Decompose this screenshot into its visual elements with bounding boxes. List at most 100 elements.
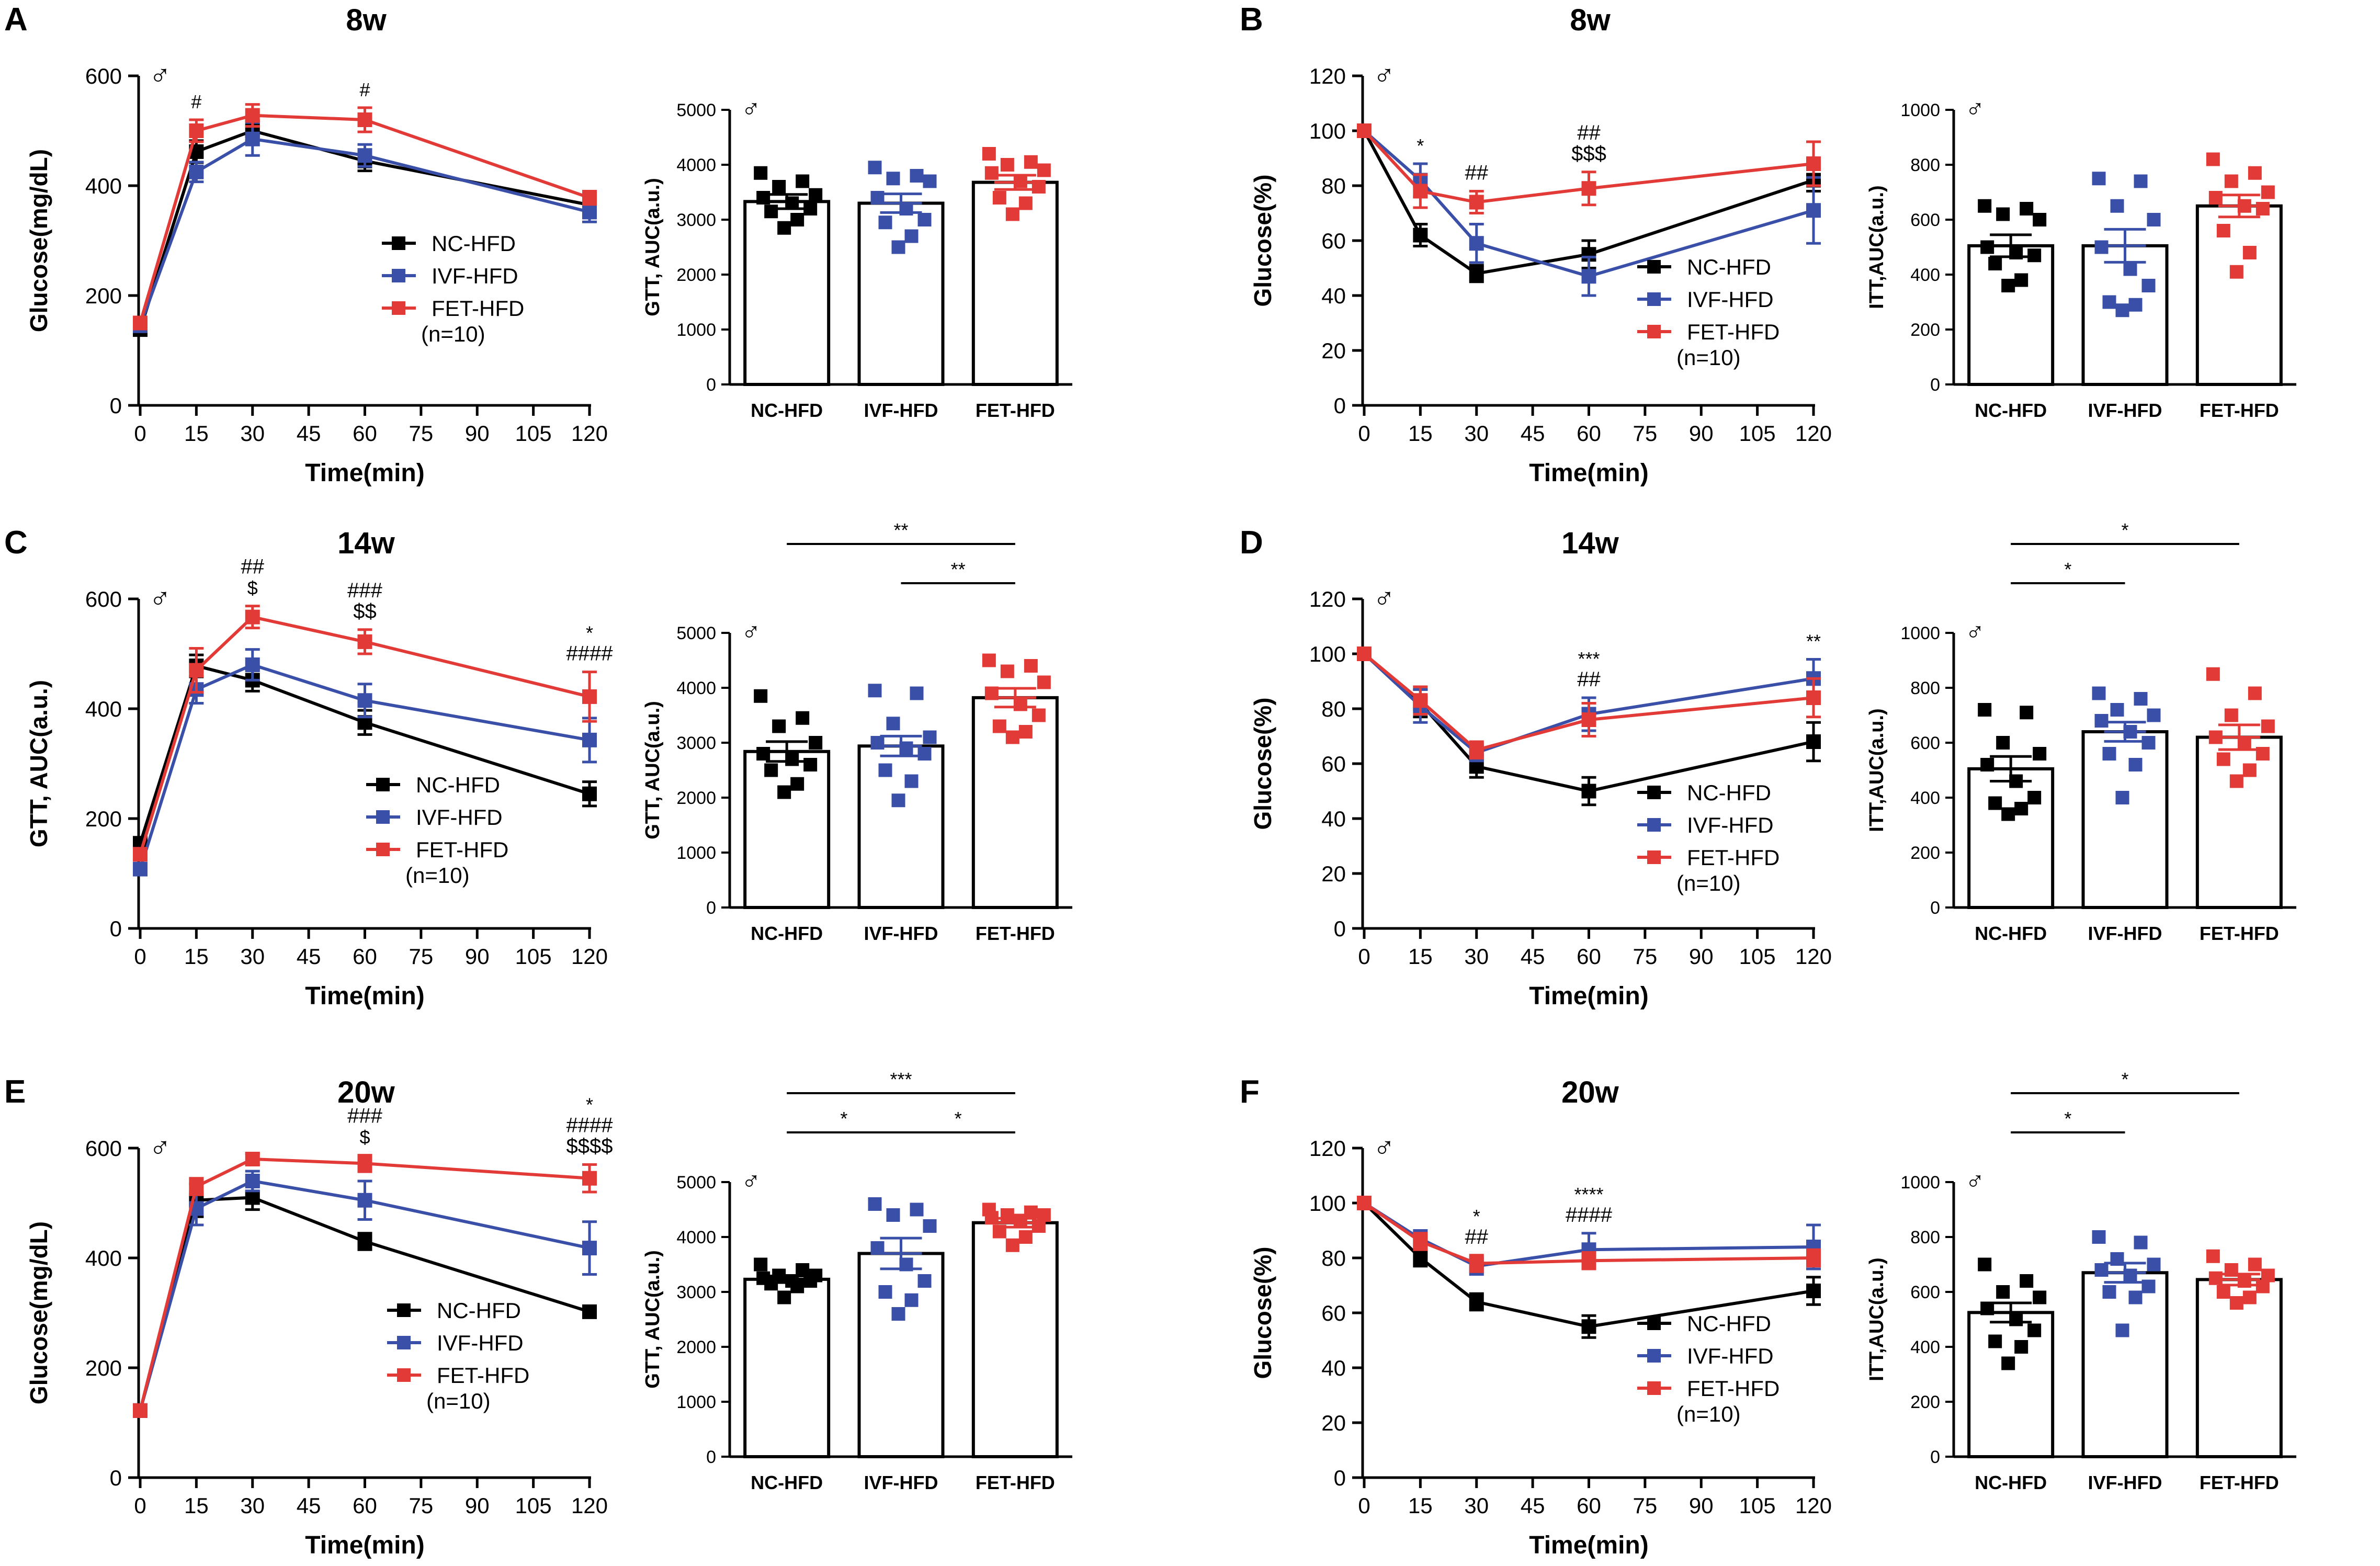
data-point: [1988, 1334, 2002, 1348]
male-symbol: ♂: [1373, 582, 1395, 615]
bar-group-IVF-HFD: [2081, 1230, 2169, 1458]
y-axis-label: Glucose(mg/dL): [25, 149, 52, 332]
data-point: [2261, 185, 2275, 199]
bar: [857, 201, 945, 386]
data-point: [357, 148, 372, 163]
x-category-label: FET-HFD: [976, 1472, 1055, 1493]
y-tick-label: 800: [1910, 1228, 1940, 1247]
significance-mark: #: [191, 91, 201, 112]
x-tick-label: 90: [465, 1493, 490, 1518]
data-point: [1978, 1257, 1992, 1272]
data-point: [2033, 213, 2047, 226]
data-point: [1413, 1251, 1428, 1265]
bar-group-IVF-HFD: [857, 1197, 945, 1458]
legend-label: NC-HFD: [1687, 1311, 1771, 1336]
panel-letter: D: [1240, 525, 1263, 561]
x-tick-label: 30: [240, 944, 265, 969]
data-point: [1018, 1230, 1033, 1244]
data-point: [582, 1304, 597, 1319]
bar-group-FET-HFD: [971, 653, 1059, 910]
data-point: [1978, 199, 1992, 213]
data-point: [1996, 1285, 2010, 1299]
x-category-label: IVF-HFD: [864, 923, 938, 944]
line-chart-D: 0 20 40 60 80 100 120 0 15 30 45 60 75 90 105 120 Time(m…: [1249, 582, 1832, 1010]
bar: [743, 750, 831, 910]
data-point: [2248, 166, 2262, 180]
data-point: [2001, 1356, 2015, 1370]
bar-group-NC-HFD: [743, 689, 831, 910]
x-tick-label: 75: [409, 421, 434, 446]
x-tick-label: 90: [1689, 1493, 1714, 1518]
x-category-label: NC-HFD: [751, 1472, 823, 1493]
x-tick-label: 15: [1408, 421, 1433, 446]
x-tick-label: 90: [1689, 421, 1714, 446]
data-point: [1806, 1251, 1821, 1265]
data-point: [1357, 1196, 1372, 1210]
y-tick-label: 800: [1910, 155, 1940, 175]
y-tick-label: 400: [85, 1246, 122, 1270]
significance-mark: $: [359, 1127, 370, 1148]
male-symbol: ♂: [1965, 617, 1985, 646]
x-category-label: NC-HFD: [1975, 923, 2047, 944]
x-category-label: FET-HFD: [2200, 400, 2279, 421]
significance-mark: $$$$: [566, 1135, 613, 1158]
bar: [857, 744, 945, 910]
data-point: [2094, 714, 2109, 728]
y-tick-label: 0: [1930, 375, 1940, 395]
significance-mark: **: [1806, 631, 1821, 652]
data-point: [2216, 224, 2230, 237]
x-category-label: FET-HFD: [2200, 1472, 2279, 1493]
y-tick-label: 0: [110, 393, 122, 418]
legend-n: (n=10): [1676, 345, 1741, 370]
y-tick-label: 40: [1321, 807, 1346, 831]
male-symbol: ♂: [741, 94, 761, 123]
x-tick-label: 30: [240, 421, 265, 446]
male-symbol: ♂: [741, 617, 761, 646]
legend-label: FET-HFD: [437, 1363, 529, 1388]
y-tick-label: 1000: [1900, 623, 1940, 643]
x-tick-label: 15: [184, 1493, 209, 1518]
data-point: [2128, 1290, 2143, 1304]
x-category-label: FET-HFD: [976, 400, 1055, 421]
x-tick-label: 15: [1408, 1493, 1433, 1518]
legend-label: FET-HFD: [1687, 1376, 1780, 1401]
x-axis-label: Time(min): [305, 982, 424, 1010]
y-axis-label: Glucose(%): [1249, 174, 1276, 307]
y-tick-label: 400: [1910, 265, 1940, 285]
legend-n: (n=10): [421, 322, 485, 346]
significance-mark: ****: [1574, 1184, 1603, 1205]
data-point: [1806, 690, 1821, 705]
y-axis-label: Glucose(mg/dL): [25, 1221, 52, 1404]
data-point: [772, 180, 786, 194]
legend-marker: [376, 778, 390, 791]
data-point: [2229, 265, 2243, 279]
bar-group-IVF-HFD: [857, 161, 945, 386]
data-point: [582, 732, 597, 747]
significance-mark: ####: [1566, 1204, 1613, 1227]
y-tick-label: 120: [1309, 64, 1346, 88]
data-point: [904, 229, 919, 243]
legend-label: IVF-HFD: [1687, 1344, 1774, 1368]
significance-mark: ###: [347, 579, 382, 602]
x-tick-label: 105: [515, 421, 552, 446]
x-tick-label: 105: [1739, 1493, 1776, 1518]
significance-mark: ***: [1578, 648, 1600, 669]
data-point: [1581, 712, 1596, 727]
x-category-label: IVF-HFD: [864, 400, 938, 421]
data-point: [1988, 257, 2002, 270]
x-axis-label: Time(min): [1529, 1531, 1648, 1559]
data-point: [2001, 807, 2015, 821]
data-point: [189, 1179, 204, 1194]
x-tick-label: 105: [515, 944, 552, 969]
data-point: [2033, 747, 2047, 761]
y-tick-label: 400: [85, 174, 122, 198]
y-tick-label: 400: [85, 697, 122, 721]
panel-letter: F: [1240, 1074, 1260, 1110]
male-symbol: ♂: [741, 1166, 761, 1196]
y-tick-label: 200: [1910, 320, 1940, 340]
data-point: [1005, 730, 1019, 744]
legend-marker: [397, 1336, 411, 1349]
x-tick-label: 105: [1739, 421, 1776, 446]
data-point: [133, 861, 148, 877]
data-point: [878, 1285, 892, 1299]
